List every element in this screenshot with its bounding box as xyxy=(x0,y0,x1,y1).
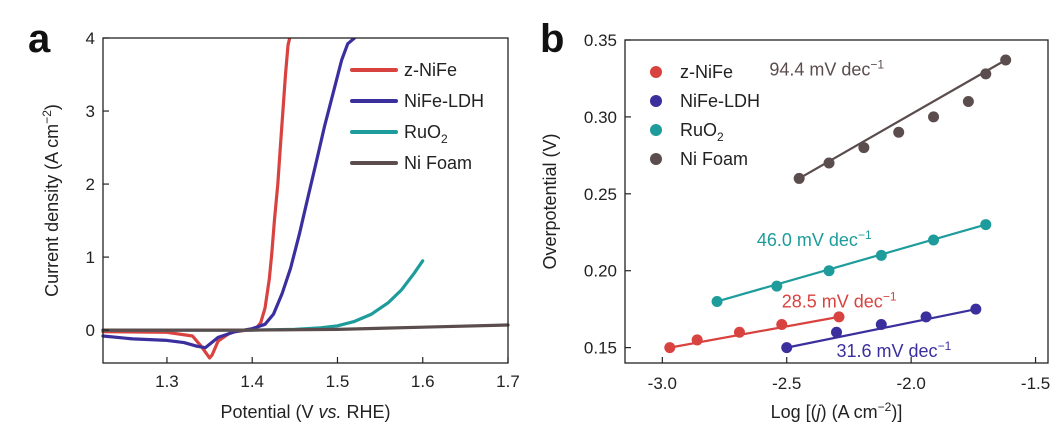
panel-b-data-point xyxy=(928,111,940,123)
panel-a-ytick-label: 2 xyxy=(86,175,95,194)
panel-b-data-point xyxy=(1000,54,1012,66)
panel-b-data-point xyxy=(711,295,723,307)
panel-a-xtick-label: 1.4 xyxy=(240,372,264,391)
panel-b-xtick-label: -2.5 xyxy=(772,374,801,393)
panel-b-slope-label-0: 28.5 mV dec−1 xyxy=(782,290,897,312)
panel-b-slope-label-3: 94.4 mV dec−1 xyxy=(769,57,884,79)
panel-a-xlabel: Potential (V vs. RHE) xyxy=(220,402,390,422)
panel-b-data-point xyxy=(893,126,905,138)
panel-a-legend-label: RuO2 xyxy=(404,122,448,146)
panel-a-legend-label: NiFe-LDH xyxy=(404,91,484,111)
panel-b-ytick-label: 0.35 xyxy=(584,31,617,50)
panel-a-ytick-label: 1 xyxy=(86,248,95,267)
panel-a-ylabel: Current density (A cm−2) xyxy=(40,104,62,297)
panel-b-xlabel: Log [(j) (A cm−2)] xyxy=(771,400,903,422)
panel-a-ytick-label: 0 xyxy=(86,321,95,340)
panel-b-data-point xyxy=(781,342,793,354)
panel-a-xtick-label: 1.7 xyxy=(496,372,520,391)
panel-b-data-point xyxy=(691,334,703,346)
panel-a-top-mask xyxy=(103,18,508,38)
panel-b-data-point xyxy=(664,342,676,354)
panel-a-letter: a xyxy=(28,17,51,61)
panel-b-data-point xyxy=(970,303,982,315)
panel-b-ytick-label: 0.25 xyxy=(584,185,617,204)
panel-b-data-point xyxy=(920,311,932,323)
panel-b-xtick-label: -1.5 xyxy=(1021,374,1050,393)
panel-b-data-point xyxy=(793,172,805,184)
panel-b-data-point xyxy=(980,68,992,80)
panel-b-fit-line-3 xyxy=(798,59,1007,180)
panel-a-xtick-label: 1.6 xyxy=(411,372,435,391)
panel-b-legend-marker xyxy=(650,95,662,107)
panel-a-series-line-3 xyxy=(101,323,510,332)
panel-b-data-point xyxy=(733,326,745,338)
panel-a-series-line-1 xyxy=(101,36,357,350)
panel-b-slope-label-1: 31.6 mV dec−1 xyxy=(837,339,952,361)
panel-b-legend-label: Ni Foam xyxy=(680,149,748,169)
panel-b: -3.0 -2.5 -2.0 -1.5 0.15 0.20 0.25 0.30 0.35 Log … xyxy=(540,31,1050,422)
panel-b-slope-label-2: 46.0 mV dec−1 xyxy=(757,228,872,250)
panel-b-legend-label: z-NiFe xyxy=(680,62,733,82)
panel-b-data-point xyxy=(928,234,940,246)
panel-b-data-point xyxy=(875,249,887,261)
panel-b-data-point xyxy=(980,219,992,231)
panel-b-ytick-label: 0.20 xyxy=(584,262,617,281)
panel-a-legend-label: z-NiFe xyxy=(404,60,457,80)
panel-a-xtick-label: 1.5 xyxy=(326,372,350,391)
panel-b-legend-marker xyxy=(650,124,662,136)
panel-b-legend-label: NiFe-LDH xyxy=(680,91,760,111)
panel-b-ytick-label: 0.15 xyxy=(584,339,617,358)
panel-a-ytick-label: 4 xyxy=(86,29,95,48)
panel-b-data-point xyxy=(776,319,788,331)
panel-b-data-point xyxy=(823,157,835,169)
panel-b-legend-marker xyxy=(650,153,662,165)
panel-b-data-point xyxy=(823,265,835,277)
panel-b-ytick-label: 0.30 xyxy=(584,108,617,127)
panel-b-data-point xyxy=(858,142,870,154)
panel-b-fit-line-2 xyxy=(716,223,987,303)
panel-a: 1.3 1.4 1.5 1.6 1.7 0 1 2 3 4 Potential (V vs. RHE… xyxy=(40,18,520,422)
panel-a-series-line-0 xyxy=(101,36,292,360)
panel-b-ylabel: Overpotential (V) xyxy=(540,133,560,269)
panel-b-data-point xyxy=(875,319,887,331)
panel-b-frame xyxy=(624,39,1049,364)
panel-b-data-point xyxy=(833,311,845,323)
panel-b-data-point xyxy=(831,326,842,338)
panel-b-legend-label: RuO2 xyxy=(680,120,724,144)
panel-a-xtick-label: 1.3 xyxy=(155,372,179,391)
panel-b-xtick-label: -3.0 xyxy=(648,374,677,393)
panel-b-legend-marker xyxy=(650,66,662,78)
panel-b-xtick-label: -2.0 xyxy=(896,374,925,393)
panel-b-letter: b xyxy=(540,17,564,61)
panel-a-ytick-label: 3 xyxy=(86,102,95,121)
panel-a-frame xyxy=(102,37,509,364)
panel-a-legend-label: Ni Foam xyxy=(404,153,472,173)
panel-b-data-point xyxy=(771,280,783,292)
panel-b-data-point xyxy=(962,96,974,108)
